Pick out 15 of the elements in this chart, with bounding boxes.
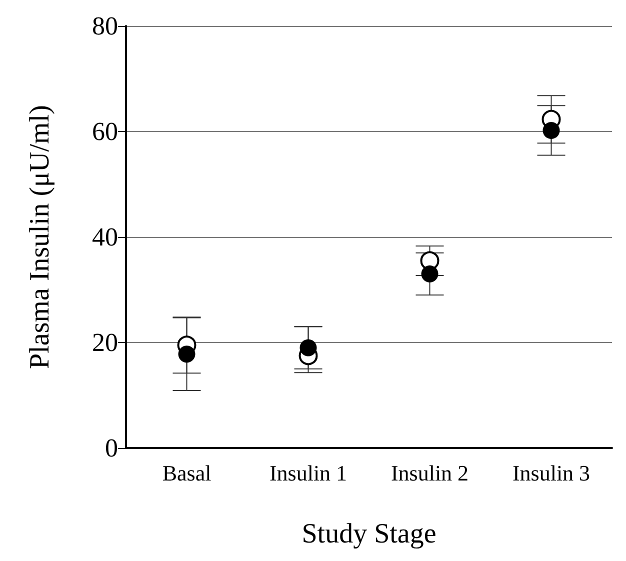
point: [421, 265, 438, 282]
y-tick-label: 80: [92, 12, 118, 40]
point: [178, 346, 196, 363]
y-tick-label: 20: [92, 328, 118, 357]
x-tick-label: Basal: [162, 460, 212, 486]
y-tick-label: 0: [105, 434, 118, 462]
x-tick-label: Insulin 3: [512, 460, 590, 486]
y-axis-title: Plasma Insulin (μU/ml): [24, 105, 56, 369]
point: [542, 122, 560, 139]
x-tick-label: Insulin 1: [269, 460, 348, 486]
x-axis-title: Study Stage: [302, 518, 436, 550]
y-tick-label: 60: [92, 117, 118, 146]
point: [300, 339, 317, 356]
y-tick-label: 40: [92, 222, 118, 252]
x-tick-label: Insulin 2: [390, 460, 469, 486]
